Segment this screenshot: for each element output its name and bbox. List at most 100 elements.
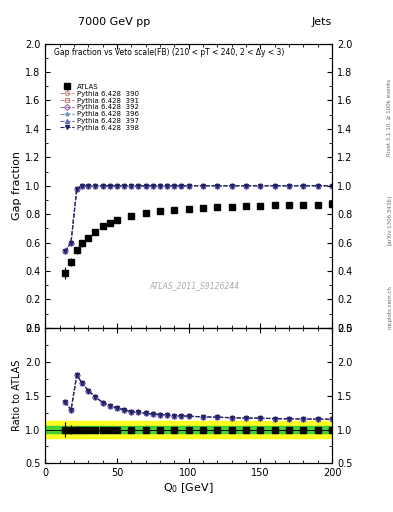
Text: [arXiv:1306.3436]: [arXiv:1306.3436] — [387, 195, 392, 245]
Pythia 6.428  392 — [143, 183, 148, 189]
Pythia 6.428  391 — [158, 183, 162, 189]
Pythia 6.428  396 — [201, 183, 206, 189]
Pythia 6.428  392 — [172, 183, 177, 189]
Pythia 6.428  396 — [301, 183, 306, 189]
Pythia 6.428  397 — [165, 183, 169, 189]
Pythia 6.428  398 — [186, 183, 191, 189]
Pythia 6.428  398 — [201, 183, 206, 189]
Pythia 6.428  391 — [69, 240, 73, 246]
Pythia 6.428  390 — [244, 183, 248, 189]
Pythia 6.428  390 — [230, 183, 234, 189]
Pythia 6.428  392 — [330, 183, 334, 189]
Line: Pythia 6.428  396: Pythia 6.428 396 — [63, 184, 334, 253]
Pythia 6.428  392 — [74, 185, 79, 191]
Pythia 6.428  391 — [301, 183, 306, 189]
Pythia 6.428  391 — [172, 183, 177, 189]
Pythia 6.428  392 — [179, 183, 184, 189]
Pythia 6.428  396 — [122, 183, 127, 189]
Pythia 6.428  396 — [100, 183, 105, 189]
Pythia 6.428  392 — [122, 183, 127, 189]
Pythia 6.428  392 — [93, 183, 98, 189]
Pythia 6.428  391 — [136, 183, 141, 189]
Pythia 6.428  390 — [301, 183, 306, 189]
Pythia 6.428  397 — [272, 183, 277, 189]
Pythia 6.428  391 — [287, 183, 292, 189]
Pythia 6.428  397 — [107, 183, 112, 189]
Pythia 6.428  390 — [69, 240, 73, 246]
Pythia 6.428  391 — [93, 183, 98, 189]
Pythia 6.428  397 — [158, 183, 162, 189]
Pythia 6.428  390 — [136, 183, 141, 189]
Pythia 6.428  391 — [258, 183, 263, 189]
Line: Pythia 6.428  397: Pythia 6.428 397 — [63, 184, 334, 253]
Pythia 6.428  398 — [80, 183, 85, 189]
Pythia 6.428  391 — [100, 183, 105, 189]
Pythia 6.428  391 — [179, 183, 184, 189]
Line: Pythia 6.428  391: Pythia 6.428 391 — [63, 184, 334, 253]
Pythia 6.428  390 — [93, 183, 98, 189]
Pythia 6.428  397 — [330, 183, 334, 189]
Pythia 6.428  396 — [316, 183, 320, 189]
Line: Pythia 6.428  398: Pythia 6.428 398 — [63, 184, 334, 253]
Pythia 6.428  397 — [186, 183, 191, 189]
Pythia 6.428  391 — [63, 248, 68, 254]
Text: Gap fraction vs Veto scale(FB) (210 < pT < 240, 2 < Δy < 3): Gap fraction vs Veto scale(FB) (210 < pT… — [54, 48, 284, 57]
Pythia 6.428  390 — [186, 183, 191, 189]
Pythia 6.428  396 — [172, 183, 177, 189]
Pythia 6.428  392 — [107, 183, 112, 189]
Text: 7000 GeV pp: 7000 GeV pp — [78, 17, 150, 27]
Pythia 6.428  392 — [201, 183, 206, 189]
Pythia 6.428  397 — [122, 183, 127, 189]
Pythia 6.428  391 — [107, 183, 112, 189]
Pythia 6.428  397 — [86, 183, 90, 189]
Pythia 6.428  398 — [100, 183, 105, 189]
Y-axis label: Gap fraction: Gap fraction — [12, 151, 22, 220]
Pythia 6.428  397 — [172, 183, 177, 189]
Pythia 6.428  396 — [272, 183, 277, 189]
Pythia 6.428  398 — [93, 183, 98, 189]
Pythia 6.428  396 — [165, 183, 169, 189]
Pythia 6.428  398 — [179, 183, 184, 189]
Pythia 6.428  398 — [63, 248, 68, 254]
Pythia 6.428  396 — [80, 183, 85, 189]
Pythia 6.428  396 — [330, 183, 334, 189]
Text: ATLAS_2011_S9126244: ATLAS_2011_S9126244 — [149, 281, 239, 290]
Pythia 6.428  392 — [158, 183, 162, 189]
Pythia 6.428  391 — [272, 183, 277, 189]
Pythia 6.428  392 — [86, 183, 90, 189]
Pythia 6.428  390 — [100, 183, 105, 189]
Legend: ATLAS, Pythia 6.428  390, Pythia 6.428  391, Pythia 6.428  392, Pythia 6.428  39: ATLAS, Pythia 6.428 390, Pythia 6.428 39… — [57, 81, 141, 134]
Pythia 6.428  398 — [230, 183, 234, 189]
Pythia 6.428  396 — [63, 248, 68, 254]
Y-axis label: Ratio to ATLAS: Ratio to ATLAS — [12, 360, 22, 431]
Pythia 6.428  397 — [63, 248, 68, 254]
Pythia 6.428  392 — [100, 183, 105, 189]
Pythia 6.428  398 — [330, 183, 334, 189]
Pythia 6.428  398 — [143, 183, 148, 189]
Text: mcplots.cern.ch: mcplots.cern.ch — [387, 285, 392, 329]
Pythia 6.428  392 — [63, 248, 68, 254]
Pythia 6.428  391 — [230, 183, 234, 189]
Pythia 6.428  396 — [151, 183, 155, 189]
Pythia 6.428  398 — [272, 183, 277, 189]
Pythia 6.428  392 — [258, 183, 263, 189]
Pythia 6.428  390 — [63, 248, 68, 254]
Pythia 6.428  396 — [179, 183, 184, 189]
Pythia 6.428  398 — [151, 183, 155, 189]
Pythia 6.428  398 — [215, 183, 220, 189]
Pythia 6.428  396 — [158, 183, 162, 189]
Pythia 6.428  390 — [151, 183, 155, 189]
Pythia 6.428  397 — [179, 183, 184, 189]
Pythia 6.428  391 — [80, 183, 85, 189]
Pythia 6.428  390 — [86, 183, 90, 189]
Pythia 6.428  391 — [201, 183, 206, 189]
Pythia 6.428  392 — [230, 183, 234, 189]
Pythia 6.428  391 — [129, 183, 134, 189]
Pythia 6.428  390 — [129, 183, 134, 189]
Pythia 6.428  390 — [172, 183, 177, 189]
Pythia 6.428  396 — [69, 240, 73, 246]
Pythia 6.428  397 — [230, 183, 234, 189]
Pythia 6.428  398 — [287, 183, 292, 189]
Pythia 6.428  396 — [258, 183, 263, 189]
Pythia 6.428  391 — [165, 183, 169, 189]
